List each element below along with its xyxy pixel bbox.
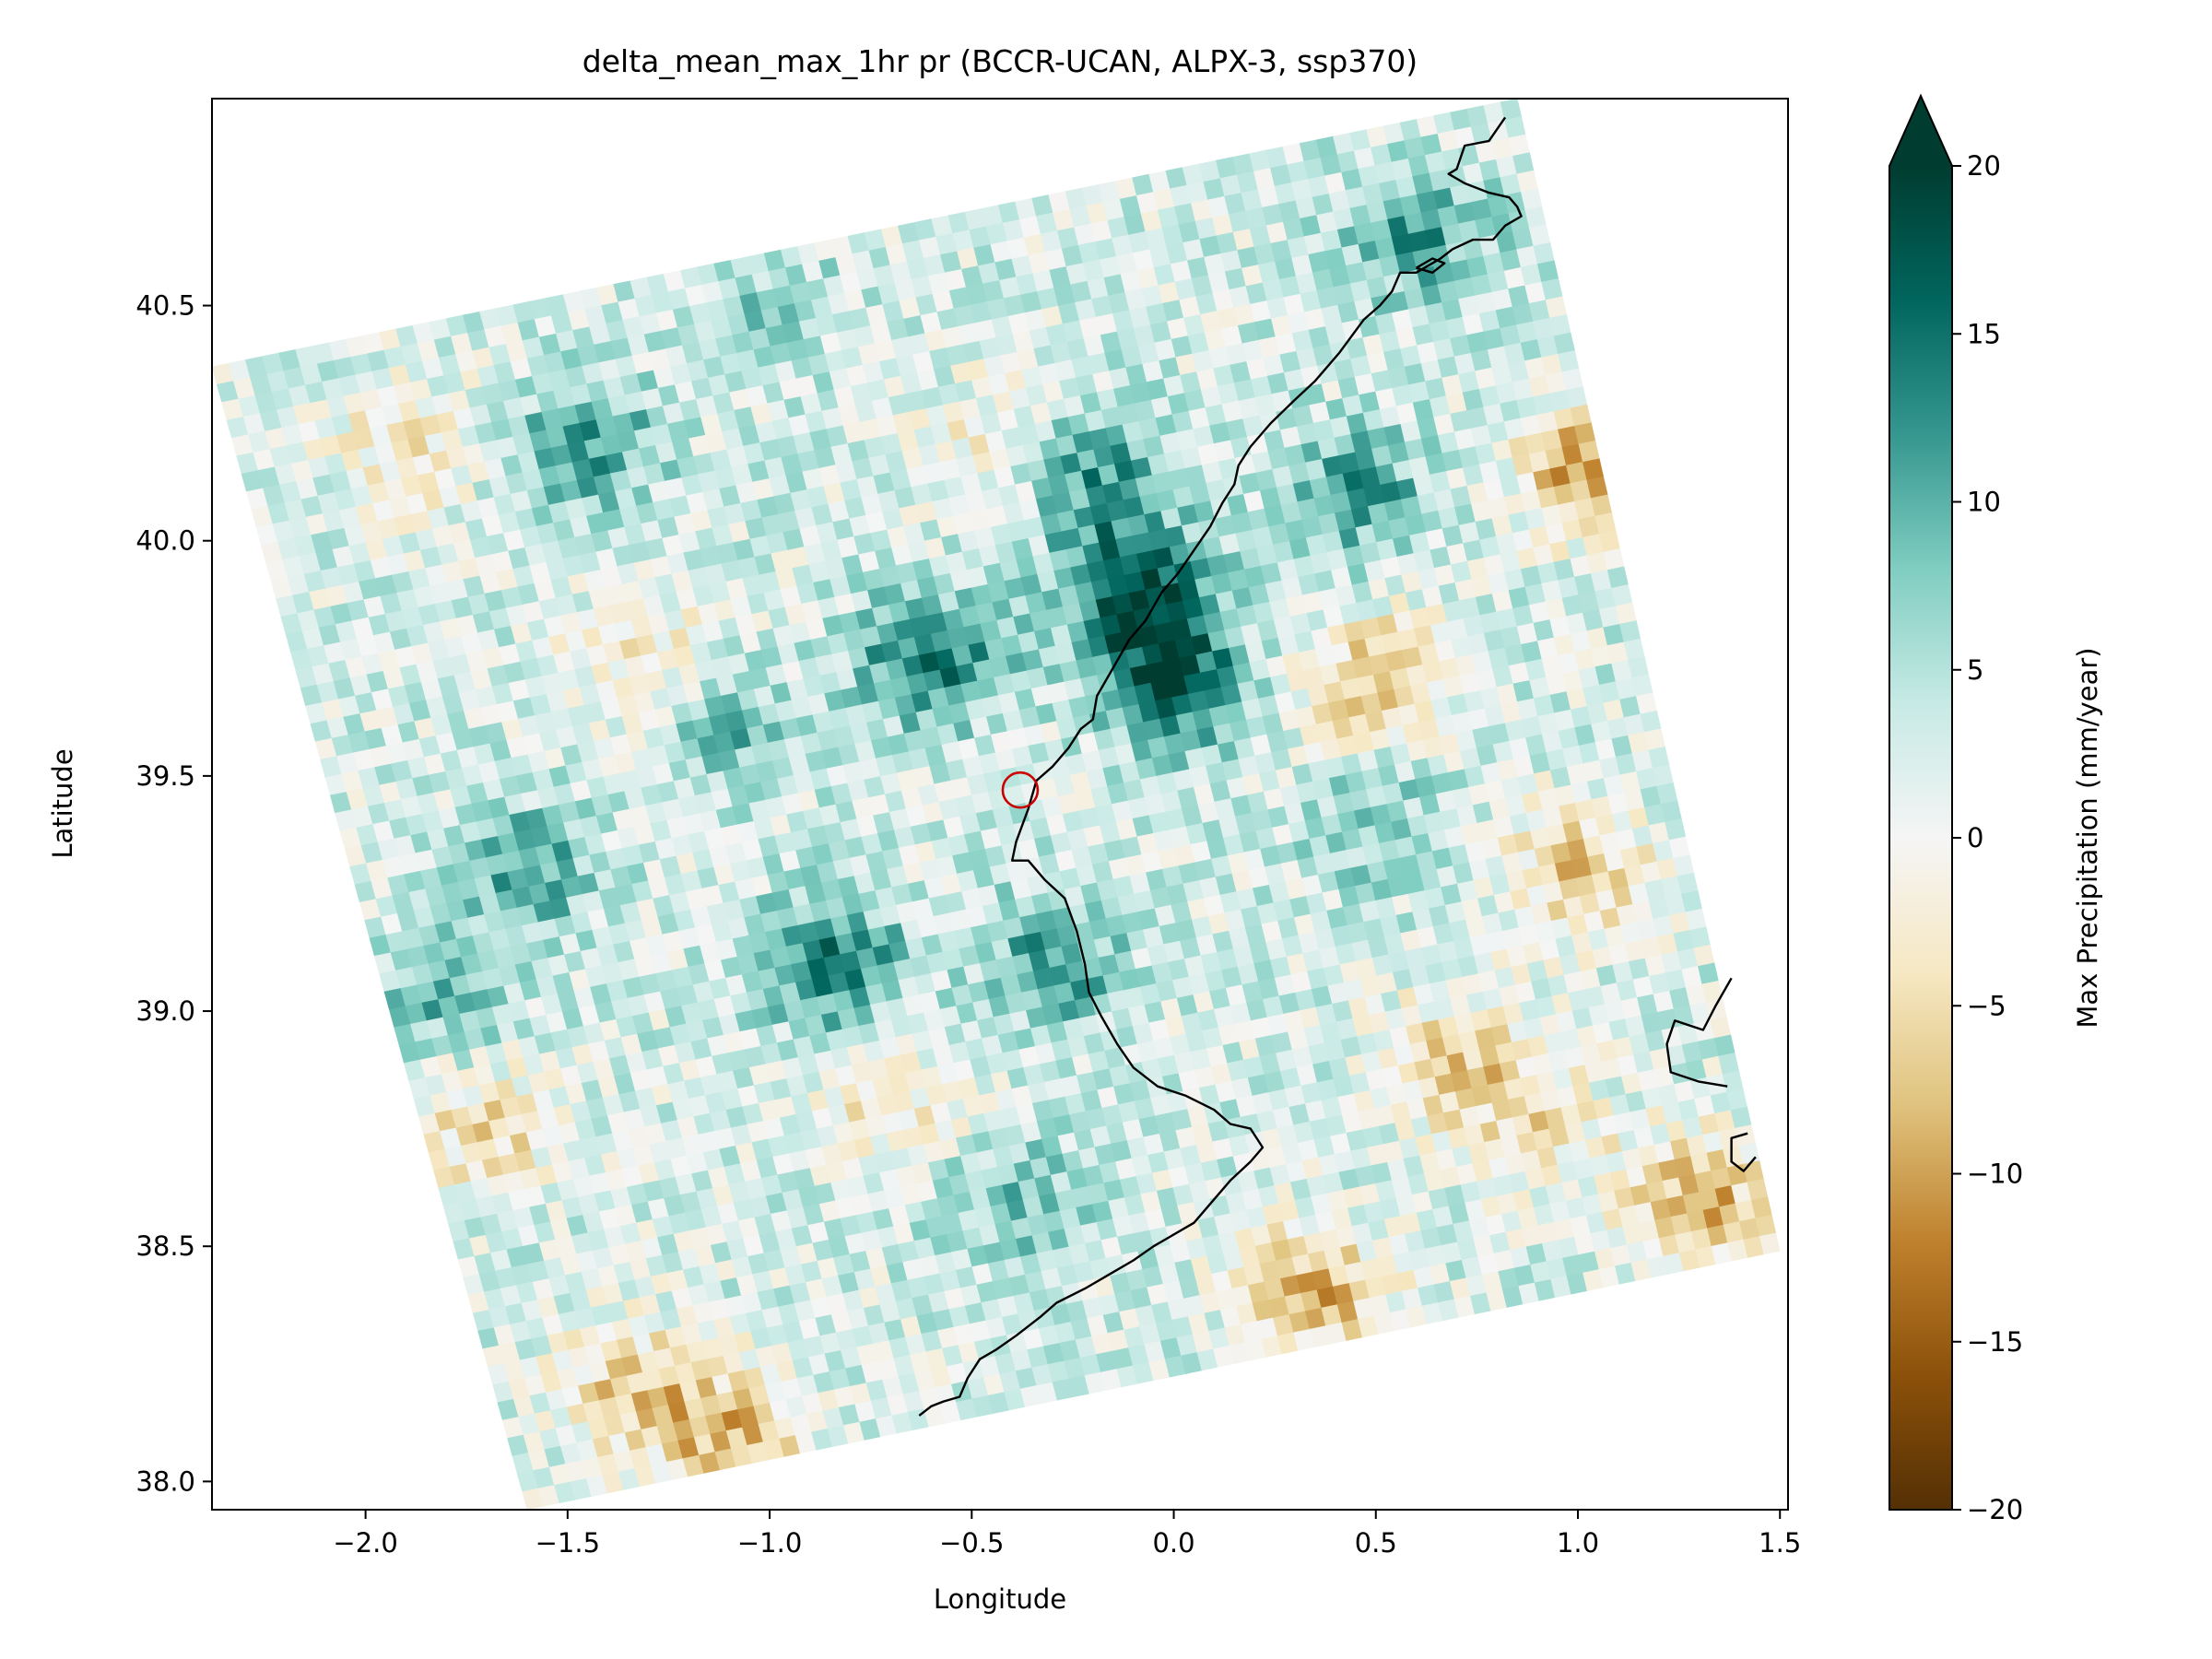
heatmap-cell: [1512, 152, 1535, 175]
heatmap-cell: [1640, 710, 1662, 733]
heatmap-cell: [1606, 566, 1629, 589]
heatmap-cell: [1583, 458, 1605, 481]
heatmap-cell: [1685, 908, 1707, 931]
heatmap-cell: [1528, 224, 1551, 247]
plot-area: [212, 99, 1781, 1510]
heatmap-cell: [1504, 116, 1526, 139]
heatmap-cell: [1558, 350, 1580, 373]
heatmap-cell: [1570, 404, 1592, 427]
heatmap-cell: [1652, 764, 1674, 787]
heatmap-cell: [1665, 818, 1687, 841]
heatmap-cell: [1500, 99, 1523, 121]
heatmap-cell: [1594, 512, 1617, 535]
chart-title: delta_mean_max_1hr pr (BCCR-UCAN, ALPX-3…: [582, 43, 1418, 79]
heatmap-cell: [1508, 134, 1530, 157]
heatmap-cell: [1545, 296, 1568, 319]
heatmap-cell: [1628, 656, 1650, 679]
heatmap-cell: [1673, 854, 1695, 877]
heatmap-cell: [1536, 260, 1559, 283]
heatmap-cell: [1615, 602, 1637, 625]
heatmap-cell: [1516, 170, 1538, 193]
heatmap-cell: [1524, 206, 1547, 229]
heatmap-field: [212, 99, 1781, 1510]
